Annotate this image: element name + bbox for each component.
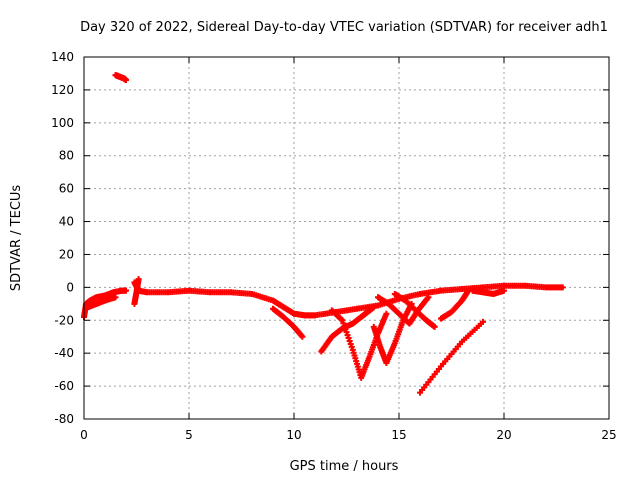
y-tick-label: 140 <box>51 50 74 64</box>
series-late-cluster <box>469 287 507 297</box>
series-rise-17 <box>438 287 472 322</box>
x-tick-label: 5 <box>185 428 193 442</box>
data-point <box>370 304 377 311</box>
x-tick-label: 10 <box>286 428 301 442</box>
y-tick-label: 120 <box>51 83 74 97</box>
series-early-high <box>112 72 129 84</box>
series-spike-1 <box>131 276 142 307</box>
series-deep-dip-13 <box>328 307 390 381</box>
y-tick-label: -20 <box>54 313 74 327</box>
series-main-band <box>131 279 566 319</box>
y-tick-label: 100 <box>51 116 74 130</box>
data-point <box>123 77 129 84</box>
data-point <box>501 287 507 294</box>
x-axis: 0 5 10 15 20 25 <box>80 57 617 442</box>
data-point <box>383 310 390 317</box>
y-tick-label: 60 <box>59 182 74 196</box>
y-tick-label: -60 <box>54 379 74 393</box>
series-arc-11-13 <box>318 304 377 355</box>
series-early-low-band <box>85 294 119 311</box>
series-dip-15 <box>375 294 432 327</box>
data-point <box>112 294 119 301</box>
y-tick-label: -40 <box>54 346 74 360</box>
y-axis-label: SDTVAR / TECUs <box>9 185 24 292</box>
y-tick-label: 40 <box>59 215 74 229</box>
data-points <box>81 72 566 396</box>
plot-frame <box>83 56 610 420</box>
y-tick-label: 80 <box>59 149 74 163</box>
data-point <box>431 323 438 330</box>
chart-title: Day 320 of 2022, Sidereal Day-to-day VTE… <box>80 20 608 35</box>
x-axis-label: GPS time / hours <box>290 459 399 474</box>
grid <box>84 57 609 419</box>
y-axis: -80 -60 -40 -20 0 20 40 60 80 100 120 140 <box>51 50 609 426</box>
series-rise-16-19 <box>417 318 486 396</box>
data-point <box>123 287 129 294</box>
y-tick-label: 0 <box>66 280 74 294</box>
y-tick-label: 20 <box>59 247 74 261</box>
data-point <box>135 276 142 283</box>
data-point <box>559 284 566 291</box>
x-tick-label: 15 <box>391 428 406 442</box>
y-tick-label: -80 <box>54 412 74 426</box>
data-point <box>480 318 486 325</box>
series-arc-dip-10 <box>270 305 306 340</box>
x-tick-label: 20 <box>496 428 511 442</box>
series-dip-16 <box>391 290 438 330</box>
x-tick-label: 25 <box>601 428 616 442</box>
data-point <box>425 294 432 301</box>
data-point <box>299 333 306 340</box>
x-tick-label: 0 <box>80 428 88 442</box>
